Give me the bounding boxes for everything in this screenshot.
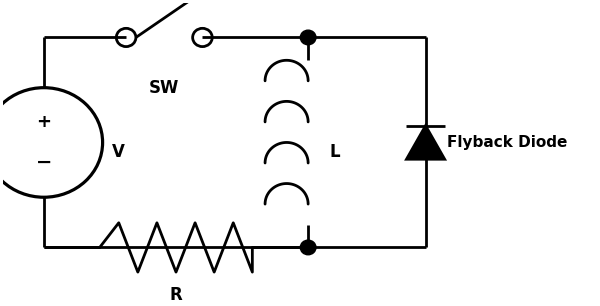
Circle shape bbox=[301, 30, 316, 45]
Text: L: L bbox=[329, 143, 340, 161]
Text: V: V bbox=[112, 143, 125, 161]
Text: R: R bbox=[170, 286, 182, 304]
Circle shape bbox=[301, 240, 316, 255]
Text: SW: SW bbox=[149, 79, 179, 97]
Text: −: − bbox=[35, 153, 52, 172]
Text: Flyback Diode: Flyback Diode bbox=[447, 135, 568, 150]
Text: +: + bbox=[37, 114, 52, 131]
Polygon shape bbox=[406, 126, 445, 159]
